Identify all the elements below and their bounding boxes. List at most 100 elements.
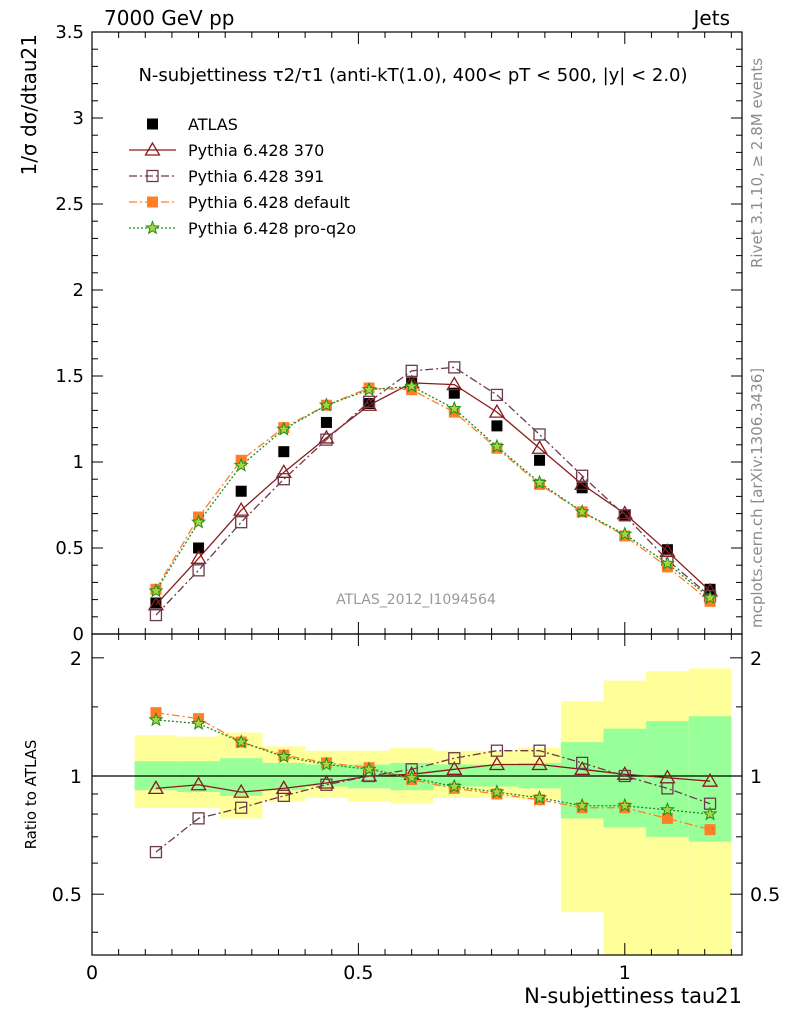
ratio-point-s3 [404,769,420,785]
main-y-tick-label: 2 [73,280,84,301]
main-point-s0 [661,544,673,556]
main-series-line-4 [155,385,711,599]
header-left: 7000 GeV pp [104,6,235,30]
main-point-s1 [488,403,506,418]
mcplots-label: mcplots.cern.ch [arXiv:1306.3436] [748,367,766,628]
ratio-point-s3 [532,789,547,805]
ratio-point-s3 [702,806,718,821]
ratio-frame [91,633,743,956]
main-point-s2 [405,364,418,377]
ratio-point-s3 [276,748,292,763]
main-point-s1 [233,501,250,516]
main-point-s4 [617,526,633,541]
legend-label: ATLAS [188,115,238,134]
main-point-s4 [276,421,292,436]
ratio-point-s2 [661,812,673,824]
main-y-tick-label: 0.5 [55,538,84,559]
x-axis-label: N-subjettiness tau21 [524,984,742,1008]
ratio-point-s1 [448,752,461,765]
ratio-point-s0 [446,761,463,775]
main-y-tick-label: 3 [73,108,84,129]
main-point-s4 [404,378,420,393]
main-point-s4 [148,583,164,598]
main-point-s4 [233,457,249,472]
main-y-tick-label: 0 [73,624,84,645]
main-point-s3 [704,595,716,607]
main-point-s4 [446,400,462,415]
main-point-s1 [531,439,548,454]
main-point-s0 [278,446,290,458]
ratio-point-s3 [233,734,249,749]
ratio-point-s0 [701,772,719,787]
legend-label: Pythia 6.428 391 [188,167,324,186]
main-point-s4 [702,590,718,605]
ratio-band-stat [688,716,732,842]
ratio-x-tick-label: 1 [619,962,631,984]
main-y-tick-label: 3.5 [55,22,84,43]
main-point-s0 [363,398,375,410]
ratio-point-s3 [446,778,462,793]
ratio-point-s0 [147,780,165,795]
legend-marker [144,141,161,156]
main-point-s2 [362,395,376,408]
header-right: Jets [693,6,730,30]
ratio-point-s3 [318,756,334,771]
main-point-s1 [574,476,591,491]
ratio-series-line-3 [155,719,711,815]
main-point-s0 [576,482,588,494]
main-point-s1 [190,550,207,564]
main-point-s4 [318,397,334,412]
ratio-y-label: Ratio to ATLAS [22,740,40,850]
main-series-line-2 [155,366,711,616]
ratio-point-s1 [661,782,674,795]
ratio-point-s0 [531,756,548,771]
main-point-s2 [448,361,461,374]
main-point-s2 [149,608,163,622]
ratio-point-s3 [659,801,675,817]
main-point-s3 [661,561,673,573]
ratio-y-tick-label-right: 1 [750,766,762,788]
main-y-label: 1/σ dσ/dtau21 [17,34,41,176]
ratio-point-s1 [149,845,163,859]
ratio-point-s1 [320,778,333,791]
chart-title: N-subjettiness τ2/τ1 (anti-kT(1.0), 400<… [138,65,687,86]
ratio-point-s3 [361,761,377,776]
watermark: ATLAS_2012_I1094564 [336,592,496,608]
ratio-point-s0 [190,776,207,791]
main-point-s0 [448,387,460,399]
main-point-s1 [318,429,335,444]
ratio-x-tick-label: 0.5 [343,962,373,984]
main-point-s3 [406,384,418,396]
ratio-point-s0 [488,756,506,771]
main-point-s3 [448,406,460,418]
main-point-s0 [619,509,631,521]
ratio-point-s0 [318,774,335,789]
ratio-y-tick-label: 2 [70,648,82,670]
main-point-s2 [277,473,290,486]
main-point-s2 [533,428,546,441]
ratio-point-s0 [616,766,633,780]
main-point-s2 [192,564,205,577]
main-point-s4 [361,381,377,397]
legend-marker [147,196,158,208]
ratio-point-s3 [617,797,633,813]
main-point-s2 [320,433,333,446]
main-point-s1 [446,376,463,391]
legend-label: Pythia 6.428 pro-q2o [188,219,356,238]
main-point-s2 [618,509,631,522]
main-point-s4 [532,474,548,490]
main-point-s0 [534,454,546,466]
main-point-s0 [491,420,503,432]
legend-label: Pythia 6.428 370 [188,141,324,160]
ratio-point-s0 [275,780,292,795]
main-point-s0 [320,416,332,428]
main-point-s2 [490,388,504,402]
main-point-s0 [150,597,162,609]
ratio-point-s1 [618,769,631,783]
ratio-point-s1 [576,756,589,770]
ratio-point-s1 [533,744,546,757]
ratio-point-s1 [192,812,205,825]
legend-marker [147,118,158,130]
legend-label: Pythia 6.428 default [188,193,350,212]
